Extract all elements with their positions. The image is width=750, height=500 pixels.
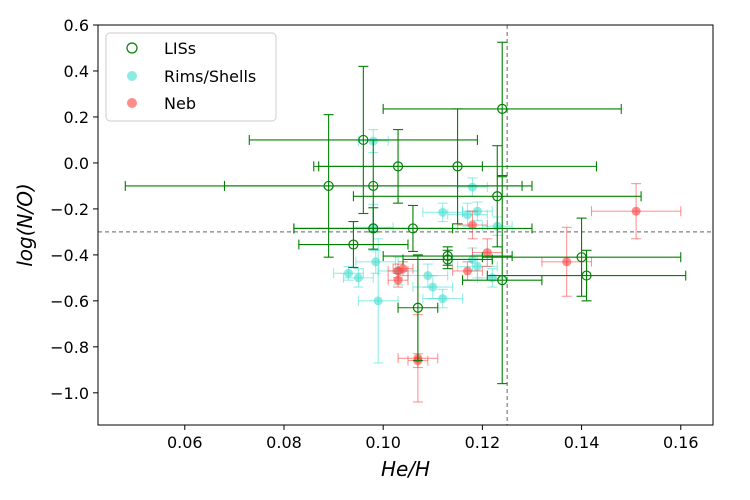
point-marker [353, 273, 363, 283]
point-marker [438, 294, 448, 304]
plot-frame [97, 24, 714, 426]
data-point [248, 65, 478, 215]
data-point [412, 275, 454, 300]
data-point [422, 288, 464, 309]
y-tick-label: −0.2 [50, 200, 89, 219]
point-marker [452, 161, 463, 172]
point-marker [438, 207, 448, 217]
x-tick-label: 0.12 [465, 433, 501, 452]
point-marker [428, 282, 438, 292]
point-marker [373, 296, 383, 306]
legend-marker-rims-shells [127, 71, 137, 81]
legend: LISs Rims/Shells Neb [105, 32, 277, 122]
point-marker [487, 273, 497, 283]
y-axis-label: log(N/O) [13, 183, 37, 267]
data-point [333, 265, 364, 281]
point-marker [442, 254, 453, 265]
y-axis: 0.6 0.4 0.2 0.0 −0.2 −0.4 −0.6 −0.8 −1.0 [50, 16, 98, 403]
point-marker [407, 223, 419, 234]
y-tick-label: −0.8 [50, 338, 89, 357]
x-tick-label: 0.14 [564, 433, 600, 452]
data-point [486, 249, 687, 302]
point-marker [412, 302, 423, 313]
legend-marker-liss [126, 42, 138, 54]
data-point [461, 176, 543, 385]
point-marker [371, 257, 381, 267]
point-marker [348, 239, 359, 250]
y-tick-label: 0.6 [64, 16, 89, 35]
series-layer [124, 41, 687, 403]
data-point [481, 217, 682, 297]
series-liss [124, 41, 687, 385]
point-marker [581, 270, 592, 281]
point-marker [472, 261, 482, 271]
data-point [298, 221, 409, 269]
x-tick-label: 0.16 [663, 433, 699, 452]
point-marker [368, 180, 379, 192]
y-tick-label: 0.2 [64, 108, 89, 127]
data-point [447, 202, 488, 227]
point-marker [497, 103, 508, 115]
y-tick-label: 0.0 [64, 154, 89, 173]
legend-marker-neb [127, 98, 137, 108]
legend-label-liss: LISs [164, 39, 196, 58]
data-point [590, 183, 682, 240]
data-point [387, 272, 409, 288]
data-point [318, 108, 597, 225]
x-tick-label: 0.08 [266, 433, 302, 452]
x-tick-label: 0.06 [167, 433, 203, 452]
data-point [382, 41, 622, 177]
data-point [471, 238, 503, 267]
point-marker [462, 266, 472, 276]
data-point [357, 238, 399, 364]
x-axis: 0.06 0.08 0.10 0.12 0.14 0.16 [167, 425, 699, 452]
point-marker [358, 134, 369, 146]
data-point [422, 202, 464, 223]
y-tick-label: −0.4 [50, 246, 89, 265]
point-marker [393, 275, 403, 285]
point-marker [631, 206, 641, 216]
data-point [293, 204, 533, 252]
legend-label-neb: Neb [164, 94, 196, 113]
point-marker [343, 268, 353, 278]
point-marker [462, 210, 472, 220]
y-tick-label: 0.4 [64, 62, 89, 81]
point-marker [467, 220, 477, 230]
reference-lines [98, 25, 713, 425]
point-marker [562, 257, 572, 267]
point-marker [398, 264, 408, 274]
x-tick-label: 0.10 [365, 433, 401, 452]
data-point [397, 254, 439, 362]
data-point [342, 268, 374, 288]
point-marker [467, 182, 477, 192]
y-tick-label: −1.0 [50, 384, 89, 403]
x-axis-label: He/H [381, 457, 430, 481]
legend-box [105, 32, 277, 122]
point-marker [482, 248, 492, 258]
y-tick-label: −0.6 [50, 292, 89, 311]
legend-label-rims-shells: Rims/Shells [164, 67, 256, 86]
